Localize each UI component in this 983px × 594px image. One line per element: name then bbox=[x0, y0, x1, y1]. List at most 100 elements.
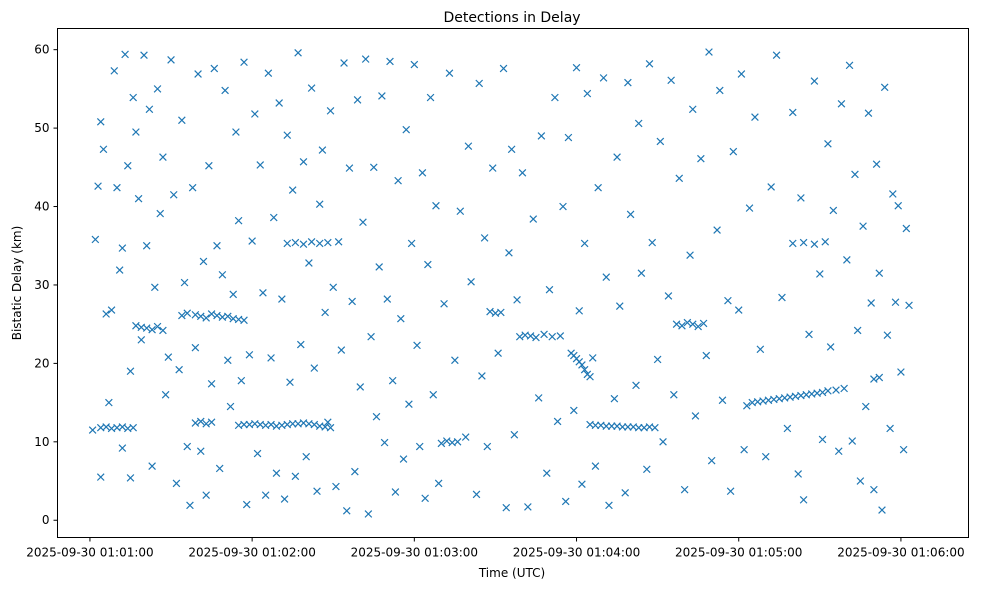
data-point-marker bbox=[356, 383, 365, 391]
data-point-marker bbox=[678, 321, 686, 330]
data-point-marker bbox=[467, 277, 475, 286]
data-point-marker bbox=[583, 89, 592, 98]
data-point-marker bbox=[402, 125, 411, 134]
data-point-marker bbox=[888, 190, 897, 198]
data-point-marker bbox=[483, 442, 492, 451]
data-point-marker bbox=[605, 501, 613, 510]
data-point-marker bbox=[788, 239, 797, 248]
data-point-marker bbox=[118, 423, 127, 431]
data-point-marker bbox=[691, 412, 700, 420]
data-point-marker bbox=[134, 194, 143, 203]
x-tick-label: 2025-09-30 01:06:00 bbox=[837, 546, 964, 560]
data-point-marker bbox=[126, 367, 135, 376]
data-point-marker bbox=[367, 332, 375, 341]
data-point-marker bbox=[407, 239, 416, 248]
data-point-marker bbox=[843, 256, 851, 264]
data-point-marker bbox=[191, 419, 200, 427]
data-point-marker bbox=[734, 306, 743, 314]
data-point-marker bbox=[634, 119, 643, 128]
data-point-marker bbox=[743, 401, 751, 410]
data-point-marker bbox=[413, 341, 421, 350]
data-point-marker bbox=[148, 325, 156, 334]
data-point-marker bbox=[824, 139, 832, 148]
data-point-marker bbox=[161, 390, 170, 399]
data-point-marker bbox=[726, 487, 735, 496]
data-point-marker bbox=[415, 442, 424, 451]
data-point-marker bbox=[191, 310, 200, 319]
data-point-marker bbox=[315, 239, 324, 248]
data-point-marker bbox=[783, 424, 792, 433]
data-point-marker bbox=[307, 84, 316, 92]
data-point-marker bbox=[205, 161, 213, 170]
data-point-marker bbox=[434, 479, 443, 488]
data-point-marker bbox=[223, 356, 232, 365]
data-point-marker bbox=[210, 64, 219, 73]
data-point-marker bbox=[159, 326, 167, 335]
data-point-marker bbox=[486, 307, 494, 316]
data-point-marker bbox=[313, 487, 321, 496]
data-point-marker bbox=[394, 176, 402, 185]
data-point-marker bbox=[729, 147, 738, 156]
data-point-marker bbox=[291, 472, 300, 481]
data-point-marker bbox=[396, 314, 405, 323]
data-point-marker bbox=[172, 479, 181, 488]
data-point-marker bbox=[326, 107, 335, 115]
data-point-marker bbox=[288, 419, 297, 428]
data-point-marker bbox=[121, 50, 129, 59]
data-point-marker bbox=[851, 170, 859, 179]
data-point-marker bbox=[705, 48, 713, 56]
data-point-marker bbox=[383, 295, 392, 303]
data-point-marker bbox=[561, 497, 570, 506]
data-point-marker bbox=[153, 85, 162, 93]
data-point-marker bbox=[480, 234, 489, 242]
data-point-marker bbox=[234, 216, 243, 225]
data-point-marker bbox=[283, 131, 292, 139]
data-point-marker bbox=[772, 51, 781, 59]
data-point-marker bbox=[578, 361, 586, 369]
data-point-marker bbox=[556, 332, 565, 340]
data-point-marker bbox=[196, 312, 205, 321]
data-point-marker bbox=[653, 355, 662, 364]
data-point-marker bbox=[602, 273, 611, 281]
data-point-marker bbox=[632, 381, 640, 390]
data-point-marker bbox=[302, 452, 311, 461]
data-point-marker bbox=[464, 142, 473, 150]
data-point-marker bbox=[686, 251, 694, 259]
data-point-marker bbox=[207, 310, 216, 318]
data-point-marker bbox=[718, 396, 727, 405]
data-point-marker bbox=[799, 496, 808, 504]
data-point-marker bbox=[602, 422, 611, 430]
data-point-marker bbox=[345, 164, 354, 172]
data-point-marker bbox=[294, 48, 302, 57]
data-point-marker bbox=[872, 160, 881, 169]
data-point-marker bbox=[153, 322, 162, 331]
data-point-marker bbox=[502, 503, 511, 512]
data-point-marker bbox=[534, 394, 543, 402]
data-point-marker bbox=[580, 365, 589, 374]
data-point-marker bbox=[856, 477, 865, 485]
data-point-marker bbox=[318, 146, 327, 154]
data-point-marker bbox=[624, 78, 632, 87]
data-point-marker bbox=[94, 182, 102, 190]
data-point-marker bbox=[591, 421, 600, 430]
data-point-marker bbox=[451, 356, 459, 365]
data-point-marker bbox=[870, 375, 878, 383]
data-point-marker bbox=[864, 109, 873, 118]
data-point-marker bbox=[140, 51, 148, 59]
data-point-marker bbox=[340, 59, 348, 67]
data-point-marker bbox=[607, 422, 616, 430]
data-point-marker bbox=[399, 455, 408, 463]
data-point-marker bbox=[505, 248, 513, 257]
data-point-marker bbox=[142, 241, 151, 250]
data-point-marker bbox=[291, 238, 300, 247]
data-point-marker bbox=[359, 218, 367, 227]
data-point-marker bbox=[737, 70, 746, 78]
data-point-marker bbox=[651, 423, 659, 432]
data-point-marker bbox=[391, 488, 400, 496]
data-point-marker bbox=[96, 118, 105, 126]
data-point-marker bbox=[196, 417, 205, 426]
data-point-marker bbox=[845, 61, 854, 70]
data-point-marker bbox=[207, 379, 216, 388]
data-point-marker bbox=[667, 76, 675, 85]
data-point-marker bbox=[361, 55, 370, 63]
